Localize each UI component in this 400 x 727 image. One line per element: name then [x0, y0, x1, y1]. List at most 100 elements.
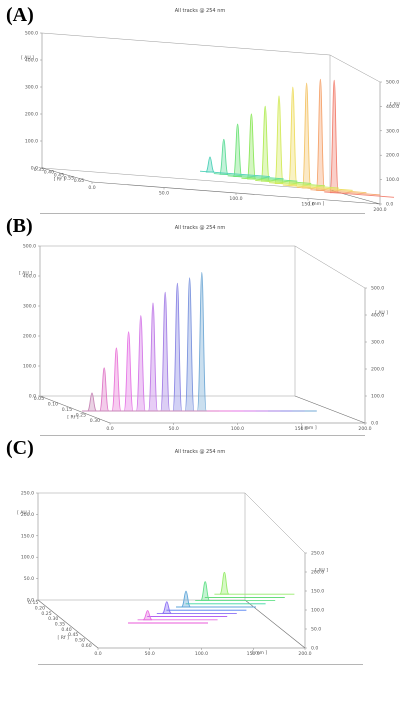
- x-tick-label: 0.0: [88, 185, 95, 191]
- separator: [38, 664, 363, 665]
- rf-tick-label: 0.40: [44, 170, 54, 176]
- chromatogram-peak: [288, 86, 298, 187]
- x-tick-label: 0.0: [94, 651, 101, 657]
- right-tick-label: 300.0: [371, 340, 384, 346]
- y-tick-label: 0.0: [27, 598, 34, 604]
- rf-tick-label: 0.10: [48, 402, 58, 408]
- rf-tick-label: 0.50: [75, 638, 85, 644]
- y-tick-label: 100.0: [21, 555, 34, 561]
- rf-tick-label: 0.40: [61, 627, 71, 633]
- rf-axis-label: [ Rf ]: [54, 176, 66, 182]
- rf-tick-label: 0.25: [41, 611, 51, 617]
- top-right-edge: [244, 492, 306, 554]
- chromatogram-peak: [184, 277, 195, 412]
- separator: [40, 213, 365, 214]
- right-tick-label: 200.0: [311, 570, 324, 576]
- right-tick-label: 100.0: [386, 177, 399, 183]
- x-tick-label: 150.0: [247, 651, 260, 657]
- rf-axis-label: [ Rf ]: [57, 635, 69, 641]
- left-floor-edge: [39, 395, 111, 424]
- y-axis-label: [ AU ]: [19, 271, 32, 277]
- x-tick-label: 50.0: [169, 426, 179, 432]
- y-tick-label: 500.0: [23, 244, 36, 250]
- chromatogram-peak: [162, 601, 172, 614]
- y-tick-label: 300.0: [23, 304, 36, 310]
- y-tick-label: 250.0: [21, 491, 34, 497]
- panel-a: (A) All tracks @ 254 nm 0.0 100.0 200.0 300.…: [0, 0, 400, 215]
- panel-label: (B): [6, 215, 33, 237]
- y-tick-label: 300.0: [25, 85, 38, 91]
- y-tick-label: 0.0: [31, 166, 38, 172]
- right-tick-label: 500.0: [371, 286, 384, 292]
- chromatogram-peak: [172, 282, 183, 412]
- x-axis-label: [ mm ]: [301, 425, 317, 431]
- x-tick-label: 100.0: [195, 651, 208, 657]
- y-axis-label: [ AU ]: [17, 510, 30, 516]
- chromatogram-peak: [160, 291, 171, 412]
- top-back-edge: [41, 32, 331, 56]
- y-tick-label: 100.0: [25, 139, 38, 145]
- right-tick-label: 400.0: [386, 104, 399, 110]
- x-axis-label: [ mm ]: [309, 201, 325, 207]
- x-tick-label: 50.0: [145, 651, 155, 657]
- chromatogram-peak: [329, 79, 339, 194]
- y-tick-label: 150.0: [21, 533, 34, 539]
- right-tick-label: 500.0: [386, 80, 399, 86]
- chart-3d-a: All tracks @ 254 nm 0.0 100.0 200.0 300.0 400…: [21, 8, 400, 213]
- x-axis-label: [ mm ]: [252, 650, 268, 656]
- chromatogram-peak: [205, 156, 215, 173]
- chromatogram-peak: [87, 392, 97, 412]
- panel-label: (A): [6, 4, 34, 26]
- x-tick-label: 200.0: [298, 651, 311, 657]
- panel-c: (C) All tracks @ 254 nm 0.0 50.0 100.0 150.0…: [0, 437, 400, 727]
- chromatogram-peak: [219, 138, 229, 175]
- top-right-edge: [294, 245, 366, 289]
- right-tick-label: 300.0: [386, 128, 399, 134]
- x-tick-label: 150.0: [295, 426, 308, 432]
- right-tick-label: 100.0: [311, 608, 324, 614]
- chromatogram-peak: [181, 590, 191, 608]
- chromatogram-peak: [99, 367, 110, 412]
- rf-tick-label: 0.30: [90, 418, 100, 424]
- right-axis-label: [ AU ]: [315, 568, 328, 574]
- left-floor-edge: [41, 167, 93, 183]
- y-tick-label: 400.0: [23, 274, 36, 280]
- rf-tick-label: 0.25: [76, 412, 86, 418]
- y-tick-label: 200.0: [21, 512, 34, 518]
- rf-tick-label: 0.35: [34, 167, 44, 173]
- chromatogram-peak: [246, 113, 257, 180]
- x-tick-label: 200.0: [358, 426, 371, 432]
- panel-label: (C): [6, 437, 34, 459]
- right-axis-label: [ AU ]: [375, 310, 388, 316]
- chromatogram-peak: [200, 581, 211, 602]
- right-tick-label: 400.0: [371, 313, 384, 319]
- chromatogram-peak: [135, 315, 146, 412]
- y-tick-label: 100.0: [23, 364, 36, 370]
- rf-tick-label: 0.20: [35, 606, 45, 612]
- left-floor-edge: [37, 599, 99, 649]
- right-tick-label: 150.0: [311, 589, 324, 595]
- y-tick-label: 50.0: [24, 576, 34, 582]
- right-tick-label: 250.0: [311, 551, 324, 557]
- right-floor-edge: [244, 599, 306, 649]
- rf-tick-label: 0.45: [54, 173, 64, 179]
- chromatogram-peak: [301, 82, 312, 189]
- chart-title: All tracks @ 254 nm: [175, 8, 226, 14]
- x-tick-label: 200.0: [373, 207, 386, 213]
- x-tick-label: 0.0: [106, 426, 113, 432]
- rf-tick-label: 0.15: [28, 600, 38, 606]
- separator: [40, 435, 365, 436]
- y-tick-label: 400.0: [25, 58, 38, 64]
- x-tick-label: 100.0: [231, 426, 244, 432]
- chart-title: All tracks @ 254 nm: [175, 449, 226, 455]
- rf-tick-label: 0.60: [81, 643, 91, 649]
- chromatogram-peak: [196, 271, 207, 412]
- chromatogram-peak: [260, 105, 270, 182]
- rf-tick-label: 0.65: [74, 178, 84, 184]
- right-tick-label: 0.0: [311, 646, 318, 652]
- right-tick-label: 50.0: [311, 627, 321, 633]
- chromatogram-peak: [142, 610, 153, 621]
- chart-3d-b: All tracks @ 254 nm 0.0 100.0 200.0 300.0 400…: [19, 225, 388, 432]
- right-floor-edge: [294, 395, 366, 424]
- right-tick-label: 0.0: [386, 202, 393, 208]
